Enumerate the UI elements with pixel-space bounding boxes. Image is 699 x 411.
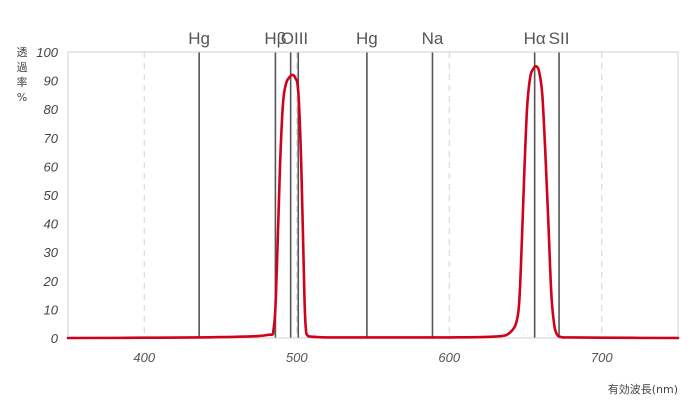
emission-label-3: Hg: [356, 29, 378, 48]
y-tick-label-50: 50: [44, 188, 59, 203]
series-layer: [66, 64, 680, 340]
y-axis-title-char: 透: [17, 46, 28, 59]
y-tick-label-80: 80: [44, 102, 59, 117]
x-axis-ticks: 400 500 600 700: [133, 350, 613, 365]
x-tick-label-600: 600: [438, 350, 460, 365]
grid-lines: [143, 52, 603, 338]
emission-label-2: OIII: [281, 29, 308, 48]
y-tick-label-100: 100: [36, 45, 58, 60]
emission-label-0: Hg: [188, 29, 210, 48]
y-axis-title-char: %: [17, 91, 27, 104]
emission-label-1: Hβ: [264, 29, 286, 48]
x-tick-label-400: 400: [133, 350, 155, 365]
y-tick-label-0: 0: [51, 331, 59, 346]
emission-label-5: Hα: [524, 29, 546, 48]
y-tick-label-60: 60: [44, 159, 59, 174]
emission-lines: [198, 52, 560, 338]
x-axis-title: 有効波長(nm): [608, 382, 678, 396]
x-tick-label-700: 700: [591, 350, 613, 365]
y-axis-title: 透過率%: [17, 46, 28, 104]
y-tick-label-70: 70: [44, 131, 59, 146]
transmission-curve-0: [66, 64, 680, 340]
y-tick-label-90: 90: [44, 74, 59, 89]
y-tick-label-40: 40: [44, 217, 59, 232]
plot-frame: [67, 51, 679, 339]
y-axis-title-char: 過: [17, 61, 28, 74]
emission-label-6: SII: [549, 29, 570, 48]
y-tick-label-20: 20: [43, 274, 59, 289]
y-axis-title-char: 率: [17, 75, 28, 89]
y-tick-label-30: 30: [44, 245, 59, 260]
y-tick-label-10: 10: [44, 302, 59, 317]
y-axis-ticks: 0 10 20 30 40 50 60 70 80 90 100: [36, 45, 58, 346]
x-tick-label-500: 500: [286, 350, 308, 365]
emission-label-4: Na: [422, 29, 444, 48]
